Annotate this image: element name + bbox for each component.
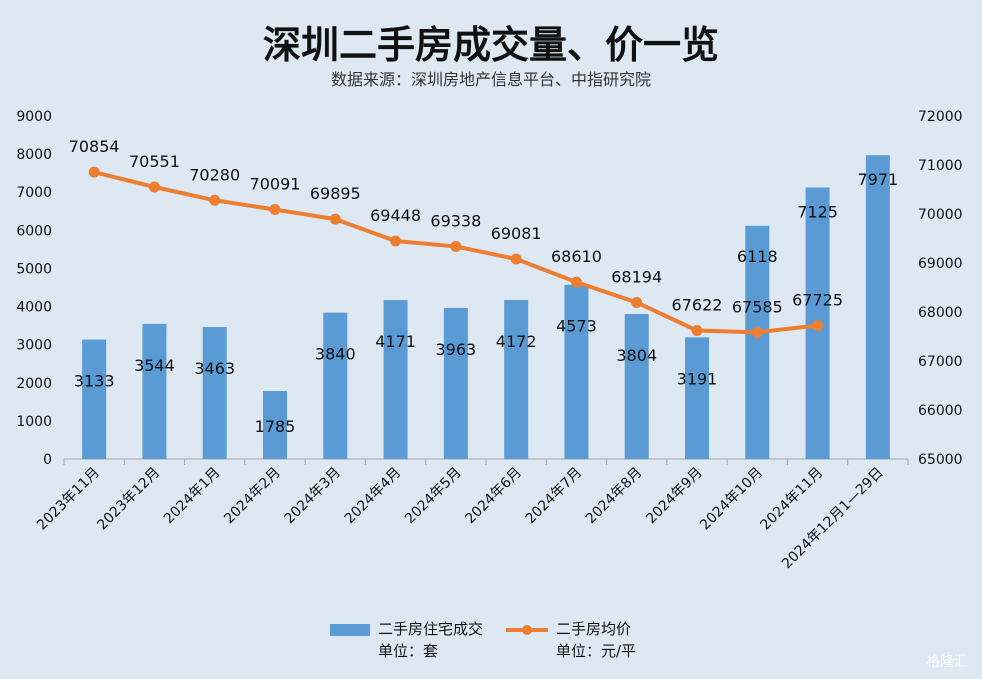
line-data-label: 69448 [370,206,421,225]
line-data-label: 67725 [792,290,843,309]
y-left-tick-label: 6000 [16,223,52,239]
line-data-label: 69081 [491,224,542,243]
bar-data-label: 7125 [797,202,838,221]
bar [564,284,589,459]
bar [504,300,529,459]
line-point [751,326,763,338]
x-tick-label: 2024年3月 [282,465,345,528]
legend: 二手房住宅成交 单位：套 二手房均价 单位：元/平 [330,618,750,662]
legend-line-label: 二手房均价 [556,620,632,638]
legend-item-bar: 二手房住宅成交 [330,618,483,639]
bar-data-label: 3963 [435,340,476,359]
x-tick-label: 2024年10月 [697,465,766,534]
line-data-label: 67622 [672,296,723,315]
bar [624,314,649,459]
y-right-tick-label: 72000 [918,109,963,125]
legend-line-swatch [506,624,548,636]
bar [865,155,890,459]
x-tick-label: 2024年9月 [643,465,706,528]
legend-bar-unit: 单位：套 [378,642,439,660]
line-point [450,240,462,252]
y-right-tick-label: 65000 [918,452,963,468]
y-left-tick-label: 3000 [16,338,52,354]
y-left-tick-label: 9000 [16,109,52,125]
y-right-tick-label: 70000 [918,207,963,223]
line-point [269,204,281,216]
line-point [570,276,582,288]
line-point [209,194,221,206]
bar-data-label: 4573 [556,317,597,336]
x-tick-label: 2024年5月 [402,465,465,528]
line-data-label: 70854 [69,137,120,156]
line-data-label: 69895 [310,184,361,203]
bar [82,339,107,459]
x-tick-label: 2024年7月 [523,465,586,528]
chart-title: 深圳二手房成交量、价一览 [262,22,719,67]
x-tick-label: 2024年1月 [161,465,224,528]
bar [263,390,287,459]
bar-data-label: 4171 [375,332,416,351]
bar-data-label: 6118 [737,247,778,266]
bar-data-label: 3463 [194,359,235,378]
x-tick-label: 2024年8月 [583,465,646,528]
chart-subtitle: 数据来源：深圳房地产信息平台、中指研究院 [330,70,651,89]
y-right-tick-label: 71000 [918,158,963,174]
y-left-tick-label: 4000 [16,300,52,316]
bar [685,337,709,459]
line-point [390,235,402,247]
bar [443,307,468,459]
watermark-logo: 格隆汇 [926,654,968,670]
line-data-label: 68194 [611,267,662,286]
bar-data-label: 3840 [315,345,356,364]
y-right-tick-label: 66000 [918,403,963,419]
x-tick-label: 2023年12月 [94,465,163,534]
bar-data-label: 7971 [857,170,898,189]
bar [142,323,167,459]
y-right-tick-label: 67000 [918,354,963,370]
y-right-tick-label: 69000 [918,256,963,272]
x-tick-label: 2023年11月 [34,465,103,534]
line-point [510,253,522,265]
line-data-label: 69338 [430,211,481,230]
legend-item-line: 二手房均价 [506,618,631,639]
legend-line-unit: 单位：元/平 [556,642,637,660]
bar-data-label: 3133 [74,372,115,391]
bar [745,225,770,459]
line-point [329,213,341,225]
bar-data-label: 1785 [255,417,296,436]
line-point [812,319,824,331]
y-left-tick-label: 5000 [16,261,52,277]
y-left-tick-label: 0 [43,452,52,468]
line-point [631,296,643,308]
x-tick-label: 2024年4月 [342,465,405,528]
x-tick-label: 2024年6月 [462,465,525,528]
legend-bar-swatch [330,623,370,636]
bar-data-label: 3544 [134,356,175,375]
line-data-label: 70091 [250,175,301,194]
line-data-label: 67585 [732,297,783,316]
y-left-tick-label: 7000 [16,185,52,201]
legend-bar-label: 二手房住宅成交 [378,620,484,638]
bar-data-label: 4172 [496,332,537,351]
line-point [691,325,703,337]
line-data-label: 70280 [189,165,240,184]
y-left-tick-label: 2000 [16,376,52,392]
bar [323,312,348,459]
bar [202,327,227,459]
y-right-tick-label: 68000 [918,305,963,321]
x-tick-label: 2024年12月1—29日 [779,465,887,573]
line-point [88,166,100,178]
x-tick-label: 2024年2月 [221,465,284,528]
bar [383,300,408,459]
bar-data-label: 3804 [616,346,657,365]
line-point [148,181,160,193]
y-left-tick-label: 1000 [16,414,52,430]
bar-data-label: 3191 [677,369,718,388]
line-data-label: 70551 [129,152,180,171]
line-data-label: 68610 [551,247,602,266]
y-left-tick-label: 8000 [16,147,52,163]
